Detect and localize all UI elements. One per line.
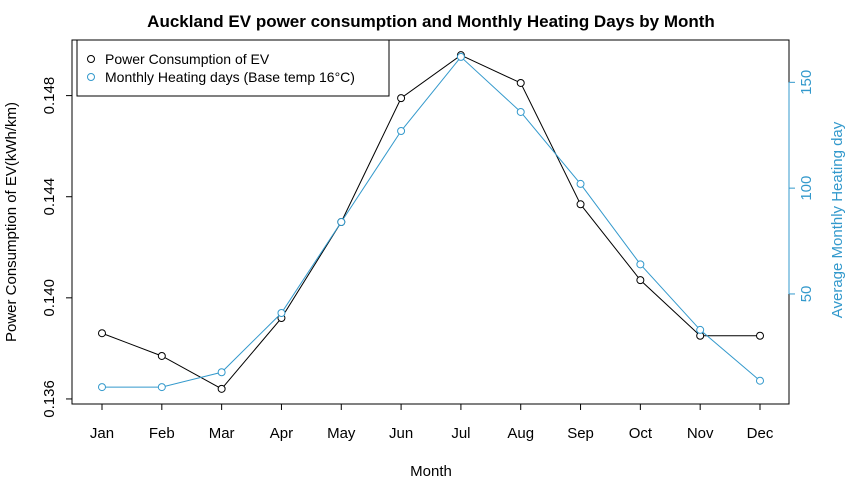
x-tick-label: Aug	[507, 425, 534, 442]
legend-marker-ev	[87, 55, 95, 63]
series-layer	[98, 51, 764, 393]
legend-marker-heating	[87, 73, 95, 81]
data-point-ev	[516, 78, 525, 87]
x-tick-label: Jan	[90, 425, 114, 442]
x-axis: Jan Feb Mar Apr May Jun Jul Aug Sep Oct Nov Dec	[90, 403, 774, 442]
y2-axis-label: Average Monthly Heating day	[829, 121, 846, 318]
data-point-heating	[696, 325, 705, 334]
x-tick-label: Sep	[567, 425, 594, 442]
data-point-heating	[456, 52, 465, 61]
y-axis-label: Power Consumption of EV(kWh/km)	[3, 102, 20, 342]
left-tick-label: 0.148	[41, 77, 58, 115]
left-tick-label: 0.144	[41, 178, 58, 216]
x-tick-label: Oct	[629, 425, 653, 442]
right-tick-label: 50	[798, 286, 815, 303]
data-point-ev	[157, 351, 166, 360]
legend: Power Consumption of EV Monthly Heating …	[76, 39, 390, 97]
left-tick-label: 0.136	[41, 380, 58, 418]
legend-box	[76, 39, 390, 97]
x-tick-label: Dec	[747, 425, 774, 442]
x-tick-label: May	[327, 425, 356, 442]
data-point-ev	[756, 331, 764, 340]
data-point-heating	[217, 368, 226, 377]
data-point-ev	[98, 329, 106, 338]
series-line-ev	[101, 54, 760, 390]
data-point-heating	[516, 107, 525, 116]
x-axis-label: Month	[410, 463, 452, 480]
series-line-heating	[102, 56, 761, 388]
data-point-heating	[98, 383, 106, 392]
left-tick-label: 0.140	[41, 279, 58, 317]
right-y-axis: 50 100 150	[788, 70, 815, 303]
x-tick-label: Nov	[687, 425, 714, 442]
data-point-ev	[217, 384, 226, 393]
data-point-heating	[756, 376, 764, 385]
x-tick-label: Mar	[209, 425, 235, 442]
data-point-heating	[576, 179, 585, 188]
legend-label-heating: Monthly Heating days (Base temp 16°C)	[105, 69, 355, 85]
x-tick-label: Feb	[149, 425, 175, 442]
left-y-axis: 0.136 0.140 0.144 0.148	[41, 77, 73, 418]
x-tick-label: Apr	[270, 425, 293, 442]
data-point-ev	[576, 200, 585, 209]
right-tick-label: 150	[798, 70, 815, 95]
x-tick-label: Jun	[389, 425, 413, 442]
data-point-heating	[157, 383, 166, 392]
right-tick-label: 100	[798, 176, 815, 201]
data-point-ev	[636, 276, 645, 285]
x-tick-label: Jul	[451, 425, 470, 442]
data-point-heating	[337, 218, 346, 226]
data-point-heating	[277, 309, 286, 317]
data-point-heating	[636, 260, 645, 269]
data-point-ev	[397, 94, 406, 103]
legend-label-ev: Power Consumption of EV	[105, 51, 270, 67]
data-point-heating	[397, 127, 406, 135]
chart-title: Auckland EV power consumption and Monthl…	[147, 12, 715, 31]
